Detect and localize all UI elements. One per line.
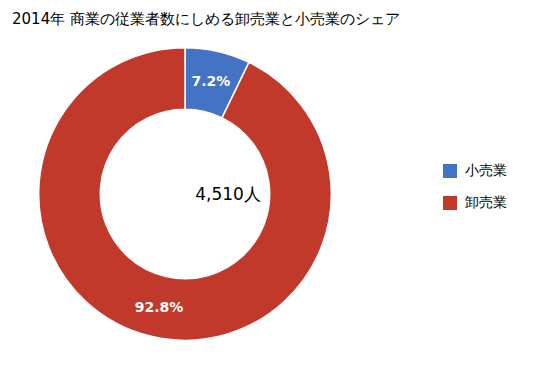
html-text:2014年 商業の従業者数にしめる卸売業と小売業のシェア: 2014年 商業の従業者数にしめる卸売業と小売業のシェア (12, 10, 400, 28)
svg-text:92.8%: 92.8% (135, 299, 184, 315)
svg-text:7.2%: 7.2% (191, 73, 230, 89)
html-text:小売業: 小売業 (465, 162, 507, 178)
svg-text:4,510人: 4,510人 (195, 184, 261, 204)
html-text:卸売業: 卸売業 (465, 194, 507, 210)
